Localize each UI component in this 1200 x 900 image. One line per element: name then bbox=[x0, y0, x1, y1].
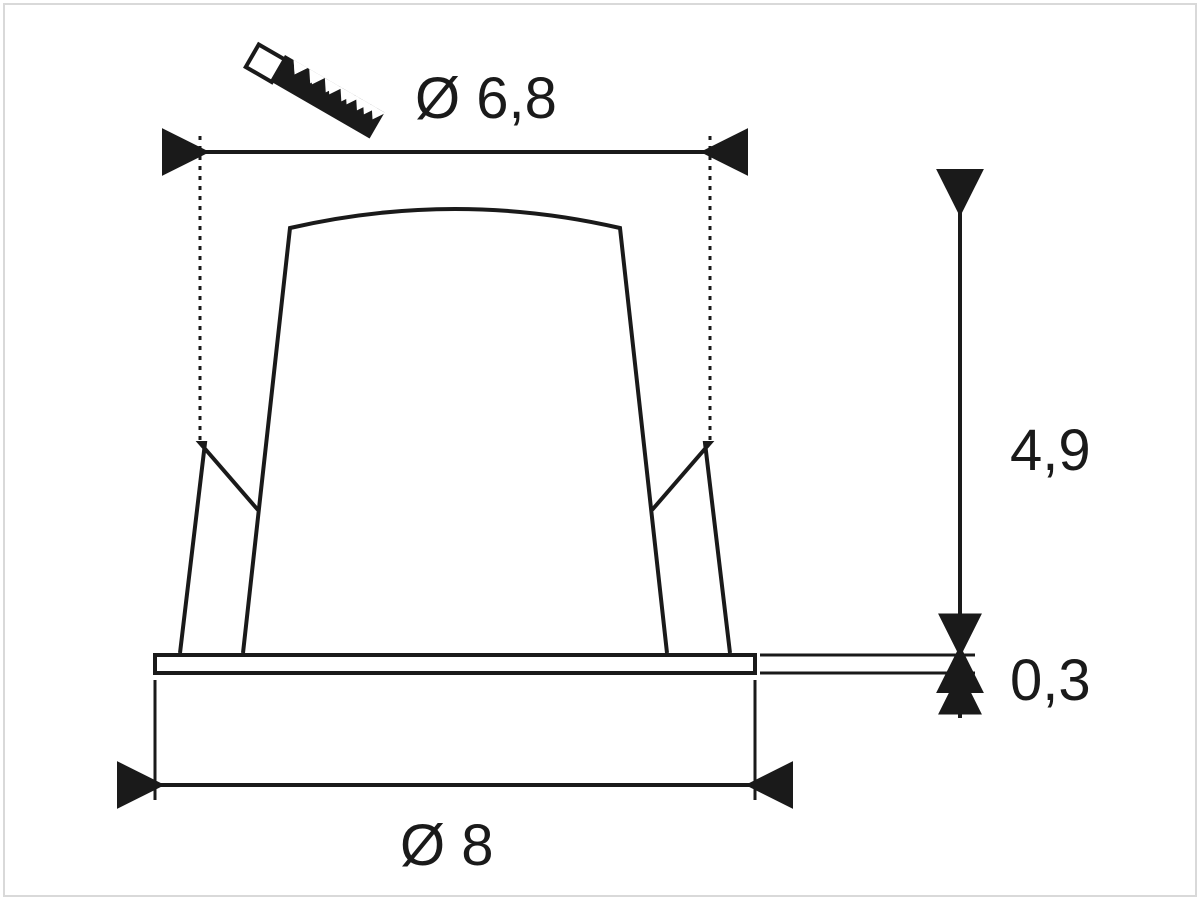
product-outline bbox=[155, 209, 755, 673]
saw-icon bbox=[246, 41, 386, 139]
label-flange-thickness: 0,3 bbox=[1010, 648, 1091, 713]
label-outer-diameter: Ø 8 bbox=[400, 813, 494, 878]
dim-cutout-diameter: Ø 6,8 bbox=[200, 41, 710, 440]
technical-drawing: Ø 6,8 Ø 8 4,9 0,3 bbox=[0, 0, 1200, 900]
flange-plate bbox=[155, 655, 755, 673]
dim-outer-diameter: Ø 8 bbox=[155, 680, 755, 878]
dim-height: 4,9 bbox=[620, 207, 1091, 655]
label-height: 4,9 bbox=[1010, 418, 1091, 483]
fixture-body bbox=[243, 209, 667, 653]
dim-flange-thickness: 0,3 bbox=[760, 610, 1091, 718]
label-cutout-diameter: Ø 6,8 bbox=[415, 66, 557, 131]
